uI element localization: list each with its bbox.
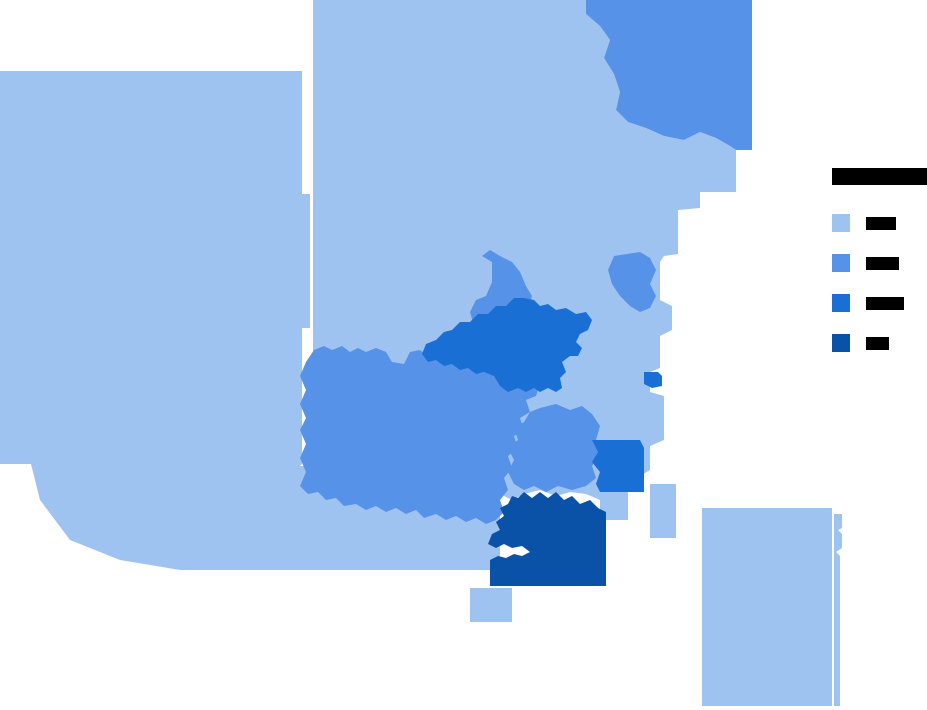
legend-item-level-4[interactable] [832, 334, 927, 352]
map-region-level2-northeast[interactable] [586, 0, 752, 150]
legend-swatch-level-3 [832, 294, 850, 312]
legend-item-level-3[interactable] [832, 294, 927, 312]
map-region-level2-east-inland[interactable] [508, 404, 600, 492]
map-region-level1-west[interactable] [30, 328, 302, 570]
legend-item-level-1[interactable] [832, 214, 927, 232]
legend-item-level-2[interactable] [832, 254, 927, 272]
map-region-level1-east-sliver[interactable] [650, 484, 676, 538]
map-region-level3-east[interactable] [592, 440, 644, 492]
legend-label-redaction-bar-level-1 [866, 216, 896, 230]
map-region-level1-southeast-block[interactable] [702, 508, 832, 706]
map-region-level3-enclave[interactable] [644, 372, 662, 388]
legend-swatch-level-2 [832, 254, 850, 272]
legend-label-redaction-bar-level-3 [866, 296, 904, 310]
map-region-level2-east-coast[interactable] [608, 252, 656, 312]
map-region-level4-metro-edge[interactable] [600, 512, 606, 538]
legend-label-redaction-bar-level-4 [866, 336, 889, 350]
map-region-level1-south-enclave[interactable] [470, 588, 512, 622]
legend [832, 168, 927, 374]
legend-title-redaction-bar [832, 168, 927, 185]
legend-swatch-level-1 [832, 214, 850, 232]
map-region-level4-metro-core[interactable] [488, 492, 606, 586]
map-region-level3-core[interactable] [422, 298, 592, 392]
map-region-level1-southeast-edge[interactable] [834, 514, 842, 706]
legend-label-redaction-bar-level-2 [866, 256, 899, 270]
legend-swatch-level-4 [832, 334, 850, 352]
